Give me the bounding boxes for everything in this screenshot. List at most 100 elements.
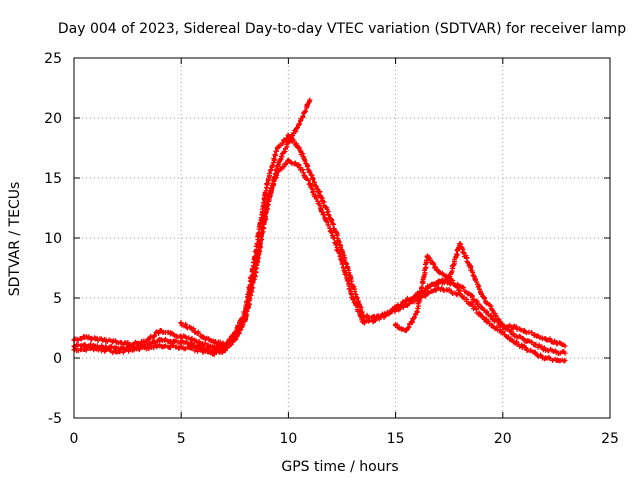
data-point: [511, 338, 517, 344]
data-point: [253, 265, 259, 271]
data-point: [532, 332, 538, 338]
data-series: [71, 97, 568, 364]
data-point: [146, 336, 152, 342]
data-point: [82, 335, 88, 341]
data-point: [114, 349, 120, 355]
y-axis-label: SDTVAR / TECUs: [7, 182, 23, 297]
axis-ticks: 0 5 10 15 20 25 -5 0 5 10 15 20 25: [44, 51, 619, 447]
data-point: [92, 345, 98, 351]
x-axis-label: GPS time / hours: [281, 459, 398, 475]
data-point: [157, 337, 163, 343]
data-point: [543, 355, 549, 361]
data-point: [221, 342, 227, 348]
marker-path: [71, 132, 567, 356]
marker-path: [71, 98, 312, 357]
data-point: [425, 290, 431, 296]
data-point: [157, 343, 163, 349]
data-point: [318, 205, 324, 211]
data-point: [532, 350, 538, 356]
data-point: [157, 329, 163, 335]
data-point: [200, 341, 206, 347]
data-point: [189, 336, 195, 342]
data-point: [275, 163, 281, 169]
series-track-4: [178, 320, 227, 348]
chart-title: Day 004 of 2023, Sidereal Day-to-day VTE…: [58, 21, 626, 37]
series-track-2: [71, 157, 568, 364]
data-point: [553, 349, 559, 355]
data-point: [82, 342, 88, 348]
data-point: [478, 313, 484, 319]
data-point: [553, 339, 559, 345]
data-point: [189, 326, 195, 332]
data-point: [167, 338, 173, 344]
data-point: [468, 301, 474, 307]
data-point: [264, 181, 270, 187]
x-tick-label: 15: [387, 431, 405, 447]
data-point: [328, 229, 334, 235]
data-point: [511, 324, 517, 330]
data-point: [178, 344, 184, 350]
data-point: [478, 305, 484, 311]
data-point: [393, 307, 399, 313]
data-point: [307, 181, 313, 187]
x-tick-label: 25: [601, 431, 619, 447]
data-point: [285, 139, 291, 145]
data-point: [403, 302, 409, 308]
y-tick-label: 10: [44, 231, 62, 247]
data-point: [296, 145, 302, 151]
data-point: [339, 259, 345, 265]
data-point: [328, 217, 334, 223]
data-point: [543, 336, 549, 342]
data-point: [210, 350, 216, 356]
grid: [74, 58, 610, 418]
data-point: [92, 336, 98, 342]
data-point: [446, 275, 452, 281]
data-point: [275, 145, 281, 151]
y-tick-label: 25: [44, 51, 62, 67]
data-point: [543, 347, 549, 353]
data-point: [435, 285, 441, 291]
data-point: [562, 343, 568, 349]
data-point: [178, 320, 184, 326]
data-point: [489, 323, 495, 329]
data-point: [318, 193, 324, 199]
data-point: [167, 331, 173, 337]
data-point: [446, 288, 452, 294]
data-point: [285, 157, 291, 163]
y-tick-label: 5: [53, 291, 62, 307]
data-point: [371, 318, 377, 324]
series-track-3: [71, 97, 313, 357]
data-point: [307, 97, 313, 103]
series-track-1: [71, 132, 568, 356]
y-tick-label: -5: [48, 411, 62, 427]
data-point: [114, 339, 120, 345]
data-point: [468, 265, 474, 271]
data-point: [414, 309, 420, 315]
x-tick-label: 20: [494, 431, 512, 447]
data-point: [562, 357, 568, 363]
data-point: [478, 291, 484, 297]
data-point: [178, 333, 184, 339]
x-tick-label: 10: [279, 431, 297, 447]
data-point: [296, 121, 302, 127]
marker-path: [425, 241, 566, 348]
data-point: [435, 281, 441, 287]
data-point: [425, 283, 431, 289]
data-point: [403, 327, 409, 333]
data-point: [532, 342, 538, 348]
data-point: [553, 357, 559, 363]
y-tick-label: 0: [53, 351, 62, 367]
data-point: [435, 269, 441, 275]
plot-frame: [73, 57, 611, 419]
data-point: [350, 295, 356, 301]
data-point: [210, 338, 216, 344]
data-point: [521, 327, 527, 333]
y-tick-label: 20: [44, 111, 62, 127]
data-point: [200, 333, 206, 339]
data-point: [500, 323, 506, 329]
data-point: [232, 337, 238, 343]
data-point: [360, 319, 366, 325]
data-point: [243, 317, 249, 323]
data-point: [511, 331, 517, 337]
